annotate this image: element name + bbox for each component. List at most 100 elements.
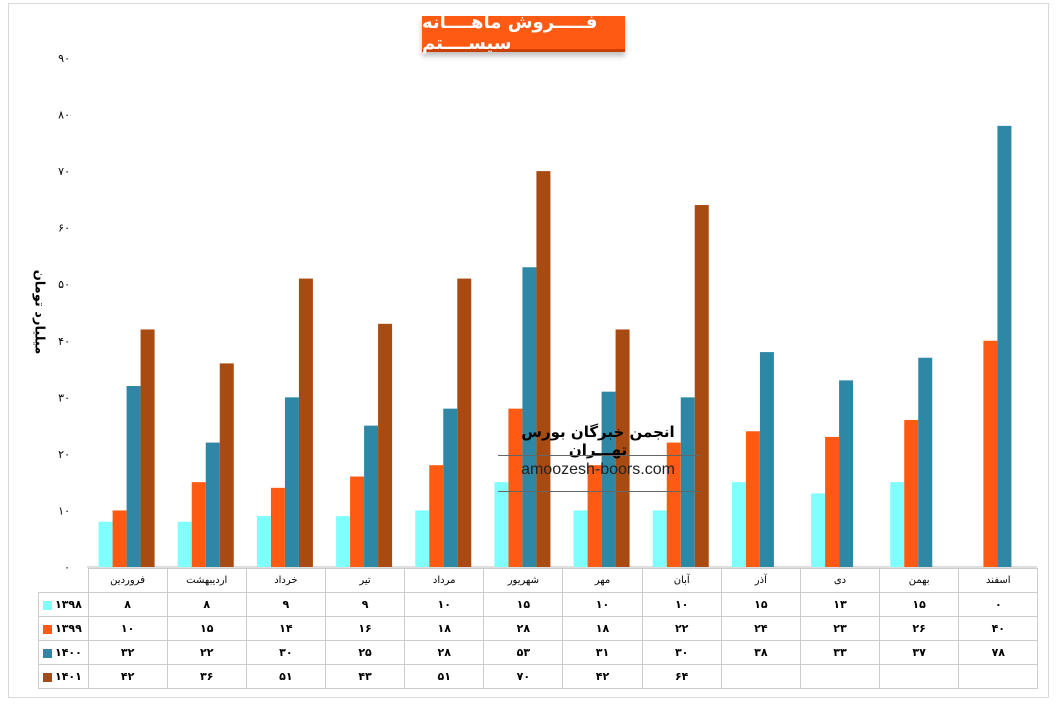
- chart-title: فـــــروش ماهــــانه سیســــتم: [422, 12, 625, 54]
- x-tick-label: اسفند: [958, 568, 1039, 593]
- data-label: ۲۴: [720, 616, 801, 641]
- data-label: ۶۴: [641, 664, 722, 689]
- data-label: ۱۵: [483, 592, 564, 617]
- bar-3-2: [205, 442, 220, 567]
- table-row: ۱۳۹۸ ۸ ۸ ۹ ۹ ۱۰ ۱۵ ۱۰ ۱۰ ۱۵ ۱۳ ۱۵ ۰: [38, 592, 1039, 617]
- bar-3-10: [839, 380, 854, 567]
- bar-4-1: [140, 329, 155, 567]
- legend-swatch: [43, 648, 52, 658]
- table-row: ۱۴۰۰ ۳۲ ۲۲ ۳۰ ۲۵ ۲۸ ۵۳ ۳۱ ۳۰ ۳۸ ۳۳ ۳۷ ۷۸: [38, 640, 1039, 665]
- bar-2-1: [112, 510, 127, 567]
- bar-1-8: [652, 510, 667, 567]
- x-tick-label: خرداد: [245, 568, 326, 593]
- bar-1-4: [336, 516, 351, 567]
- legend-label: ۱۳۹۹: [55, 622, 82, 635]
- data-label: ۱۶: [324, 616, 406, 641]
- legend-entry: ۱۴۰۰: [38, 640, 89, 665]
- bar-1-10: [811, 493, 826, 567]
- bar-2-11: [904, 419, 919, 567]
- data-label: ۱۸: [404, 616, 485, 641]
- data-label: ۳۶: [166, 664, 247, 689]
- data-label: ۴۲: [87, 664, 168, 689]
- legend-swatch: [43, 624, 52, 634]
- bar-2-5: [429, 465, 444, 567]
- y-tick-label: ۸۰: [58, 109, 70, 122]
- watermark-title: انجمن خبرگان بورس تهـــران: [521, 423, 675, 459]
- bar-3-5: [443, 408, 458, 567]
- data-label: ۴۲: [562, 664, 643, 689]
- bar-3-12: [997, 125, 1012, 567]
- table-row: ۱۳۹۹ ۱۰ ۱۵ ۱۴ ۱۶ ۱۸ ۲۸ ۱۸ ۲۲ ۲۴ ۲۳ ۲۶ ۴۰: [38, 616, 1039, 641]
- data-label: ۲۸: [404, 640, 485, 665]
- x-tick-label: اردیبهشت: [166, 568, 247, 593]
- y-tick-label: ۹۰: [58, 52, 70, 65]
- data-label: ۵۱: [245, 664, 326, 689]
- x-tick-label: آبان: [641, 568, 722, 593]
- bar-2-12: [983, 340, 998, 567]
- data-label: ۰: [958, 592, 1039, 617]
- bar-2-3: [270, 487, 285, 567]
- x-tick-label: آذر: [720, 568, 801, 593]
- bar-3-4: [364, 425, 379, 567]
- bar-1-6: [494, 482, 509, 567]
- x-tick-label: تیر: [324, 568, 406, 593]
- bar-1-11: [890, 482, 905, 567]
- data-label: ۵۳: [483, 640, 564, 665]
- legend-entry: ۱۳۹۹: [38, 616, 89, 641]
- y-tick-label: ۰: [64, 561, 70, 574]
- data-label: ۵۱: [404, 664, 485, 689]
- y-tick-label: ۵۰: [58, 278, 70, 291]
- data-label: ۹: [245, 592, 326, 617]
- bar-4-3: [298, 278, 313, 567]
- bar-3-11: [918, 357, 933, 567]
- data-label: ۹: [324, 592, 406, 617]
- bar-3-8: [680, 397, 695, 567]
- data-label: ۲۸: [483, 616, 564, 641]
- chart-frame: [8, 3, 1049, 698]
- data-label: ۱۴: [245, 616, 326, 641]
- data-label: ۲۲: [641, 616, 722, 641]
- data-label: ۱۵: [166, 616, 247, 641]
- x-tick-label: بهمن: [879, 568, 960, 593]
- bar-3-6: [522, 267, 537, 567]
- legend-label: ۱۳۹۸: [55, 598, 82, 611]
- bar-1-5: [415, 510, 430, 567]
- data-label: ۳۳: [799, 640, 881, 665]
- legend-label: ۱۴۰۱: [55, 670, 82, 683]
- legend-label: ۱۴۰۰: [55, 646, 82, 659]
- legend-swatch: [43, 600, 52, 610]
- x-tick-label: فروردین: [87, 568, 168, 593]
- data-label: ۱۰: [87, 616, 168, 641]
- y-tick-label: ۲۰: [58, 448, 70, 461]
- data-label: ۱۵: [720, 592, 801, 617]
- bar-3-9: [759, 352, 774, 567]
- data-label: ۱۰: [404, 592, 485, 617]
- bar-4-5: [457, 278, 472, 567]
- bar-1-7: [573, 510, 588, 567]
- bar-3-7: [601, 391, 616, 567]
- x-tick-label: شهریور: [483, 568, 564, 593]
- data-label: ۸: [166, 592, 247, 617]
- y-tick-label: ۶۰: [58, 222, 70, 235]
- bar-4-8: [694, 205, 709, 568]
- y-tick-label: ۷۰: [58, 165, 70, 178]
- y-tick-label: ۱۰: [58, 504, 70, 517]
- bar-1-1: [98, 521, 113, 567]
- bar-4-7: [615, 329, 630, 567]
- data-table: فروردین اردیبهشت خرداد تیر مرداد شهریور مهر آبا…: [38, 568, 1039, 689]
- y-tick-label: ۳۰: [58, 391, 70, 404]
- data-label: ۱۸: [562, 616, 643, 641]
- data-label: ۲۳: [799, 616, 881, 641]
- data-label: [799, 664, 881, 689]
- bar-2-7: [587, 465, 602, 567]
- x-tick-label: دی: [799, 568, 881, 593]
- data-label: ۱۰: [562, 592, 643, 617]
- data-label: [958, 664, 1039, 689]
- data-label: ۳۱: [562, 640, 643, 665]
- data-label: ۱۳: [799, 592, 881, 617]
- x-tick-label: مهر: [562, 568, 643, 593]
- watermark-divider-bottom: [498, 491, 700, 492]
- data-label: ۴۰: [958, 616, 1039, 641]
- bar-2-4: [350, 476, 365, 567]
